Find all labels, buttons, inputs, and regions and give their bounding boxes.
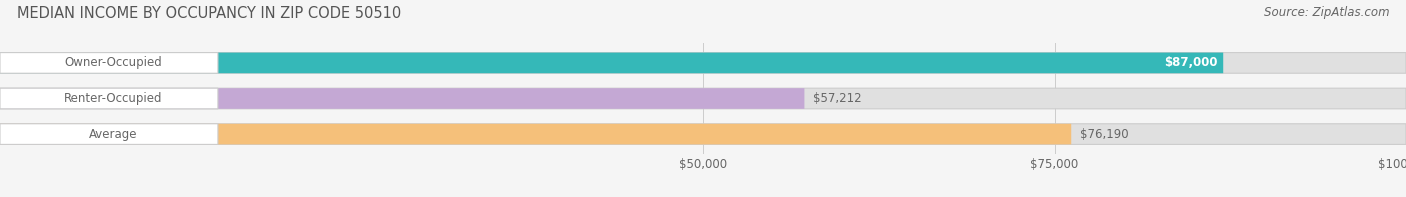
FancyBboxPatch shape: [0, 53, 1223, 73]
FancyBboxPatch shape: [0, 124, 1406, 144]
Text: Source: ZipAtlas.com: Source: ZipAtlas.com: [1264, 6, 1389, 19]
FancyBboxPatch shape: [0, 88, 1406, 109]
Text: Owner-Occupied: Owner-Occupied: [65, 56, 162, 69]
Text: MEDIAN INCOME BY OCCUPANCY IN ZIP CODE 50510: MEDIAN INCOME BY OCCUPANCY IN ZIP CODE 5…: [17, 6, 401, 21]
Text: $57,212: $57,212: [813, 92, 862, 105]
FancyBboxPatch shape: [0, 124, 218, 144]
FancyBboxPatch shape: [0, 124, 1071, 144]
Text: $76,190: $76,190: [1080, 128, 1128, 141]
FancyBboxPatch shape: [0, 88, 218, 109]
FancyBboxPatch shape: [0, 88, 804, 109]
FancyBboxPatch shape: [0, 53, 218, 73]
Text: Renter-Occupied: Renter-Occupied: [65, 92, 163, 105]
Text: Average: Average: [89, 128, 138, 141]
Text: $87,000: $87,000: [1164, 56, 1218, 69]
FancyBboxPatch shape: [0, 53, 1406, 73]
